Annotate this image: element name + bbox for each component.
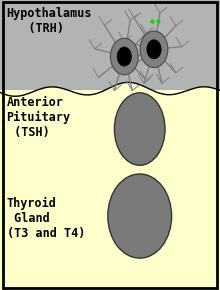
Circle shape (117, 47, 132, 66)
Ellipse shape (110, 38, 138, 75)
Bar (0, 0, 220, 90)
Text: Anterior
Pituitary
 (TSH): Anterior Pituitary (TSH) (7, 96, 71, 139)
Ellipse shape (108, 174, 172, 258)
Text: Hypothalamus
   (TRH): Hypothalamus (TRH) (7, 7, 92, 35)
Bar (0, 90, 220, 290)
Polygon shape (0, 82, 220, 290)
Circle shape (147, 39, 161, 59)
Text: Thyroid
 Gland
(T3 and T4): Thyroid Gland (T3 and T4) (7, 197, 85, 240)
Ellipse shape (140, 31, 168, 68)
Ellipse shape (114, 93, 165, 165)
